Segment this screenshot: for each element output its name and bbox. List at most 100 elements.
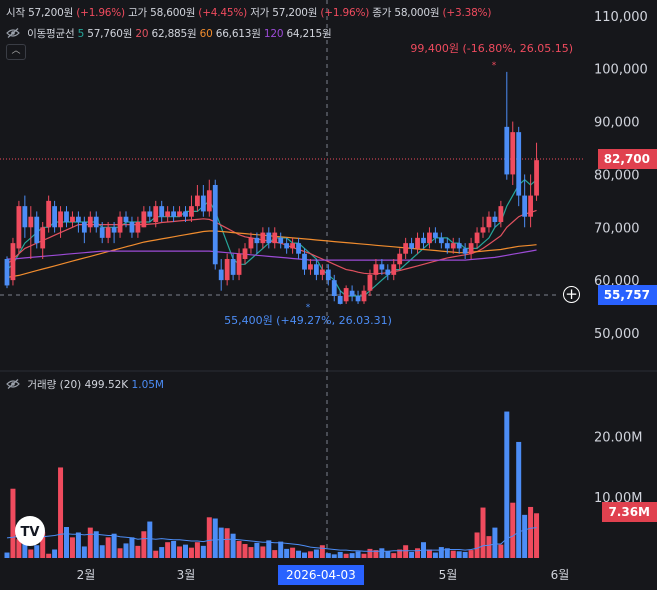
volume-bar — [403, 545, 409, 558]
candle-body — [302, 253, 307, 270]
high-marker: * — [492, 61, 497, 71]
volume-bar — [260, 546, 266, 558]
volume-bar — [117, 548, 123, 558]
candle-body — [236, 253, 242, 275]
volume-bar — [367, 548, 373, 558]
volume-bar — [373, 550, 379, 558]
candle-body — [504, 126, 510, 175]
candle-body — [147, 211, 153, 217]
eye-off-icon[interactable] — [6, 379, 20, 389]
high-value: 58,600원 — [150, 7, 196, 19]
price-tick-label: 70,000 — [594, 221, 640, 236]
candle-body — [165, 211, 171, 217]
volume-bar — [248, 547, 254, 558]
open-value: 57,200원 — [28, 7, 74, 19]
volume-bar — [218, 527, 224, 558]
volume-bar — [426, 549, 432, 558]
volume-bar — [325, 553, 331, 558]
candle-body — [52, 206, 57, 228]
candle-body — [427, 232, 432, 244]
chevron-up-icon: ︿ — [11, 46, 21, 56]
volume-bar — [438, 547, 444, 558]
candle-body — [456, 243, 462, 249]
candle-body — [450, 243, 456, 249]
volume-bar — [135, 545, 141, 558]
collapse-legend-button[interactable]: ︿ — [6, 44, 26, 60]
volume-bar — [28, 549, 34, 558]
volume-bar — [141, 531, 147, 558]
plus-icon: + — [565, 285, 578, 303]
volume-bar — [10, 488, 16, 558]
close-label: 종가 — [372, 7, 392, 19]
candle-body — [534, 160, 539, 196]
time-axis-label: 2월 — [77, 568, 96, 582]
volume-bar — [165, 542, 171, 558]
volume-bar — [254, 542, 260, 558]
volume-bar — [22, 540, 28, 558]
candle-body — [355, 296, 361, 302]
candle-body — [516, 132, 522, 196]
candle-body — [331, 280, 337, 296]
volume-bar — [183, 544, 188, 558]
candle-body — [522, 195, 528, 217]
volume-bar — [391, 553, 397, 558]
candle-body — [40, 227, 46, 249]
candle-body — [183, 211, 188, 217]
candle-body — [433, 232, 438, 238]
volume-bar — [64, 527, 69, 558]
open-label: 시작 — [6, 7, 25, 19]
volume-bar — [224, 528, 230, 558]
close-pct: (+3.38%) — [442, 7, 492, 19]
candle-body — [76, 216, 81, 222]
volume-bar — [153, 550, 159, 558]
candle-body — [385, 269, 391, 275]
volume-bar — [52, 549, 58, 558]
ma5-period: 5 — [77, 28, 85, 40]
candle-body — [248, 237, 254, 249]
crosshair-date-tag: 2026-04-03 — [278, 565, 364, 585]
ohlc-legend: 시작 57,200원 (+1.96%) 고가 58,600원 (+4.45%) … — [6, 5, 491, 20]
volume-bar — [486, 536, 492, 558]
low-marker: * — [306, 303, 311, 313]
volume-bar — [34, 545, 40, 558]
candle-body — [462, 248, 468, 254]
candle-body — [498, 206, 504, 222]
candle-body — [260, 232, 266, 244]
volume-bar — [99, 545, 105, 558]
volume-bar — [528, 506, 534, 558]
volume-bar — [111, 533, 117, 558]
candle-body — [4, 259, 10, 286]
eye-off-icon[interactable] — [6, 28, 20, 38]
volume-legend[interactable]: 거래량 (20) 499.52K 1.05M — [6, 377, 164, 392]
volume-bar — [296, 550, 302, 558]
candle-body — [58, 211, 63, 228]
current-price-tag: 82,700 — [597, 149, 657, 169]
volume-bar — [81, 546, 87, 558]
volume-bar — [385, 551, 391, 558]
candle-body — [230, 259, 236, 275]
volume-bar — [200, 545, 206, 558]
candle-body — [397, 253, 403, 265]
ma120-period: 120 — [263, 28, 284, 40]
candle-body — [373, 264, 379, 275]
price-tick-label: 110,000 — [594, 10, 648, 25]
candle-body — [87, 216, 93, 228]
candle-body — [10, 243, 16, 281]
candle-body — [278, 237, 284, 244]
ma-legend[interactable]: 이동평균선 5 57,760원 20 62,885원 60 66,613원 12… — [6, 26, 332, 41]
time-axis-label: 3월 — [177, 568, 196, 582]
candle-body — [349, 290, 355, 296]
volume-bar — [516, 441, 522, 558]
volume-bar — [242, 544, 248, 558]
volume-bar — [206, 517, 212, 558]
add-alert-button[interactable]: + — [563, 286, 580, 303]
candle-body — [218, 269, 224, 281]
close-value: 58,000원 — [394, 7, 440, 19]
candle-body — [468, 243, 474, 254]
volume-bar — [432, 552, 438, 558]
volume-bar — [4, 552, 10, 558]
candle-body — [361, 290, 367, 302]
candle-body — [308, 264, 313, 270]
candle-body — [290, 243, 295, 249]
